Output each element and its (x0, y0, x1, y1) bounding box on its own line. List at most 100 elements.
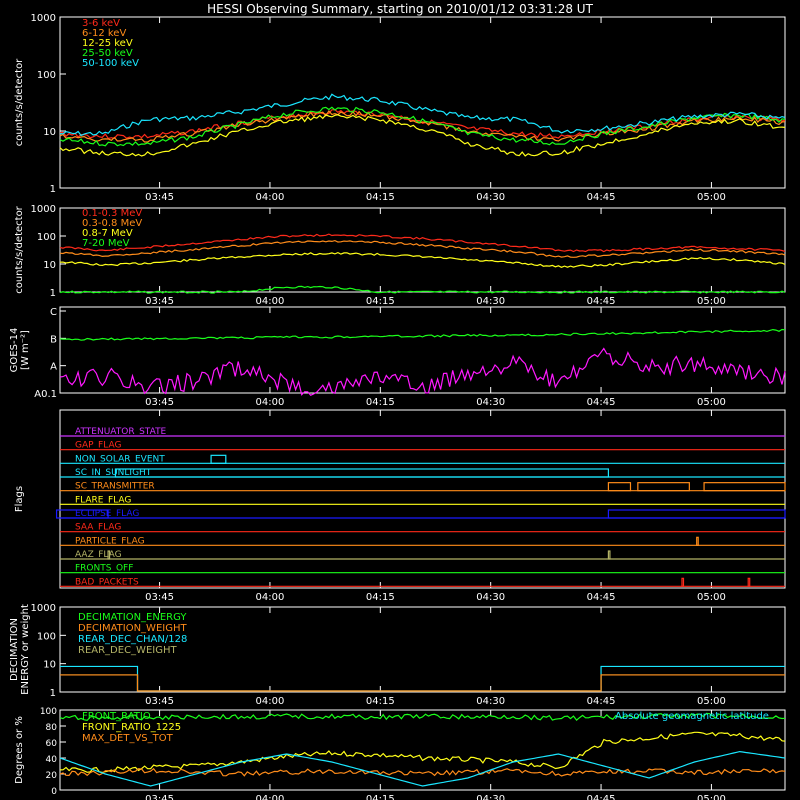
x-tick-label: 05:00 (697, 397, 726, 408)
series-line (60, 674, 785, 692)
y-tick-label: 20 (46, 771, 58, 781)
x-tick-label: 04:45 (587, 794, 616, 800)
flag-on-segment (681, 577, 685, 587)
y-tick-label: 100 (37, 232, 56, 243)
x-tick-label: 03:45 (145, 192, 174, 203)
flag-on-segment (747, 577, 751, 587)
x-tick-label: 04:00 (256, 592, 285, 603)
flag-label: ECLIPSE_FLAG (75, 509, 139, 519)
y-tick-label: 40 (46, 755, 58, 765)
x-tick-label: 04:15 (366, 794, 395, 800)
x-tick-label: 04:15 (366, 696, 395, 707)
flag-on-segment (107, 550, 111, 560)
legend-entry: 3-6 keV (82, 18, 120, 29)
series-line (59, 347, 786, 397)
y-axis-label: Flags (14, 486, 25, 512)
y-tick-label: 10 (43, 127, 56, 138)
x-tick-label: 04:15 (366, 192, 395, 203)
flag-on-segment (607, 482, 632, 492)
x-tick-label: 03:45 (145, 794, 174, 800)
flag-on-segment (703, 482, 786, 492)
x-tick-label: 04:00 (256, 296, 285, 307)
legend-entry: DECIMATION_ENERGY (78, 612, 187, 623)
series-line (59, 106, 786, 147)
y-tick-label: 100 (37, 70, 56, 81)
series-line (59, 712, 786, 722)
flag-label: FLARE_FLAG (75, 495, 131, 505)
flag-on-segment (114, 468, 610, 478)
flag-on-segment (637, 482, 690, 492)
flag-label: GAP_FLAG (75, 441, 121, 451)
x-tick-label: 04:45 (587, 696, 616, 707)
panel-lightcurve-high-frame (59, 207, 786, 293)
y-axis-label: [W m⁻²] (20, 330, 31, 370)
series-line (59, 110, 786, 143)
series-line (59, 114, 786, 157)
flag-on-segment (696, 536, 699, 546)
y-tick-label: A0.1 (34, 389, 57, 400)
series-line (59, 233, 786, 253)
x-tick-label: 05:00 (697, 696, 726, 707)
panel-lightcurve-low: 03:45 04:00 04:15 04:30 04:45 05:00 counts/s/d… (14, 13, 786, 203)
x-tick-label: 04:45 (587, 397, 616, 408)
panel-flags: 03:45 04:00 04:15 04:30 04:45 05:00 Flags ATTEN… (14, 409, 786, 603)
y-axis-label: ENERGY or weight (20, 604, 31, 695)
series-line (59, 285, 786, 294)
flag-label: FRONTS_OFF (75, 564, 133, 574)
y-tick-label: 10 (43, 660, 56, 671)
x-tick-label: 04:30 (476, 794, 505, 800)
x-tick-label: 04:15 (366, 296, 395, 307)
x-tick-label: 04:30 (476, 696, 505, 707)
y-tick-label: 0 (51, 787, 57, 797)
x-tick-label: 04:30 (476, 592, 505, 603)
flag-on-segment (607, 550, 611, 560)
flag-label: PARTICLE_FLAG (75, 536, 145, 546)
flag-on-segment (55, 509, 109, 519)
legend-entry: 6-12 keV (82, 28, 126, 39)
x-tick-label: 03:45 (145, 592, 174, 603)
panel-decimation: 03:45 04:00 04:15 04:30 04:45 05:00 DECIMATION… (9, 603, 786, 707)
legend-entry: 0.1-0.3 MeV (82, 208, 142, 219)
series-line (59, 328, 786, 341)
series-line (59, 93, 786, 137)
flag-label: SC_TRANSMITTER (75, 482, 155, 492)
y-axis-label: counts/s/detector (14, 58, 25, 146)
x-tick-label: 03:45 (145, 296, 174, 307)
panel-lightcurve-low-frame (59, 16, 786, 189)
series-line (59, 767, 786, 777)
x-tick-label: 04:15 (366, 592, 395, 603)
x-tick-label: 05:00 (697, 794, 726, 800)
y-tick-label: 10 (43, 260, 56, 271)
panel-goes: 03:45 04:00 04:15 04:30 04:45 05:00 GOES-14 [W … (9, 306, 786, 408)
x-tick-label: 04:30 (476, 296, 505, 307)
panel-flags-frame (59, 409, 786, 589)
flag-label: BAD_PACKETS (75, 577, 139, 587)
y-tick-label: 100 (37, 631, 56, 642)
x-tick-label: 04:45 (587, 592, 616, 603)
legend-entry: Absolute geomagnetic latitude (615, 711, 769, 722)
flag-label: ATTENUATOR_STATE (75, 427, 167, 437)
y-tick-label: 1 (50, 688, 56, 699)
x-tick-label: 04:45 (587, 192, 616, 203)
y-axis-label: counts/s/detector (14, 205, 25, 293)
legend-entry: FRONT_RATIO (82, 711, 151, 722)
x-tick-label: 05:00 (697, 192, 726, 203)
legend-entry: DECIMATION_WEIGHT (78, 623, 187, 634)
legend-entry: 12-25 keV (82, 38, 133, 49)
panel-decimation-frame (59, 606, 786, 693)
y-tick-label: 80 (46, 723, 58, 733)
y-axis-label: GOES-14 (9, 328, 20, 373)
legend-entry: MAX_DET_VS_TOT (82, 733, 174, 744)
y-tick-label: A (50, 362, 57, 373)
x-tick-label: 04:00 (256, 794, 285, 800)
series-line (60, 665, 785, 692)
y-tick-label: 1000 (31, 204, 56, 215)
series-line (59, 750, 786, 787)
panel-goes-frame (59, 306, 786, 394)
x-tick-label: 04:15 (366, 397, 395, 408)
flag-on-segment (607, 509, 786, 519)
panel-geo: 03:45 04:00 04:15 04:30 04:45 05:00 Degrees or… (14, 707, 786, 800)
series-line (60, 674, 785, 692)
y-tick-label: 1 (50, 184, 56, 195)
